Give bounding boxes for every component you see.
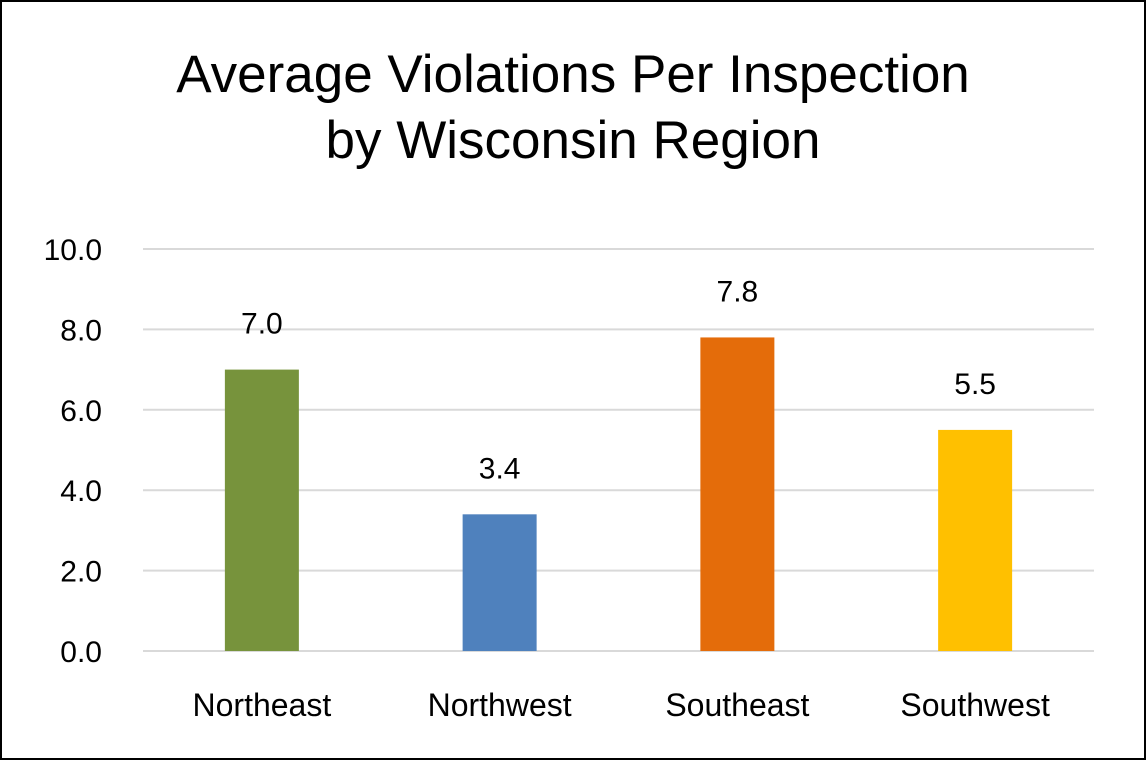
x-axis-category-labels: Northeast Northwest Southeast Southwest (193, 687, 1050, 723)
bar-southeast (700, 337, 775, 651)
category-label-northwest: Northwest (428, 687, 572, 723)
data-label-northeast: 7.0 (241, 308, 283, 341)
chart-title-line-1: Average Violations Per Inspection (176, 45, 970, 104)
y-tick-label: 2.0 (60, 556, 102, 589)
chart-title-line-2: by Wisconsin Region (325, 111, 821, 170)
category-label-southeast: Southeast (665, 687, 809, 723)
y-tick-label: 8.0 (60, 314, 102, 347)
y-tick-label: 10.0 (44, 234, 102, 267)
bars (224, 337, 1013, 651)
y-axis-tick-labels: 0.0 2.0 4.0 6.0 8.0 10.0 (44, 234, 102, 669)
y-tick-label: 0.0 (60, 636, 102, 669)
chart-title: Average Violations Per Inspection by Wis… (0, 42, 1146, 174)
bar-northeast (224, 369, 299, 651)
bar-southwest (938, 429, 1013, 651)
data-label-northwest: 3.4 (479, 452, 521, 485)
bar-northwest (462, 514, 537, 651)
category-label-northeast: Northeast (193, 687, 332, 723)
data-label-southeast: 7.8 (717, 275, 759, 308)
category-label-southwest: Southwest (900, 687, 1050, 723)
gridlines (143, 248, 1094, 652)
data-labels: 7.0 3.4 7.8 5.5 (241, 275, 996, 485)
data-label-southwest: 5.5 (954, 368, 996, 401)
y-tick-label: 4.0 (60, 475, 102, 508)
y-tick-label: 6.0 (60, 395, 102, 428)
